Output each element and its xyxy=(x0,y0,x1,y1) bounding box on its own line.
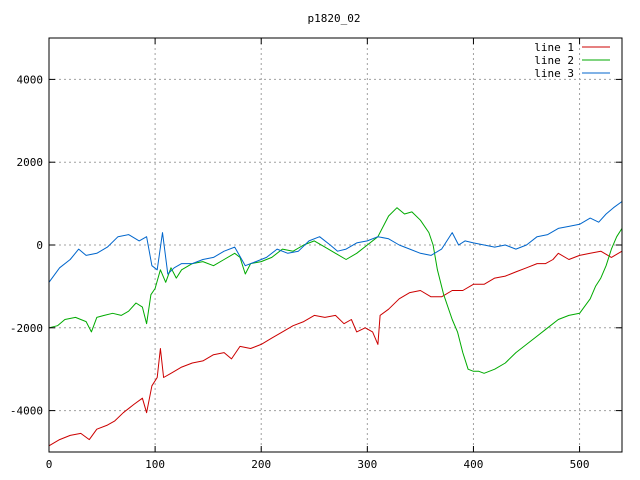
x-tick-label: 500 xyxy=(570,458,590,471)
x-axis-ticks: 0 100 200 300 400 500 xyxy=(46,38,590,471)
y-axis-ticks: -4000 -2000 0 2000 4000 xyxy=(10,73,622,418)
y-tick-label: -4000 xyxy=(10,405,43,418)
legend-label: line 2 xyxy=(534,54,574,67)
legend-label: line 1 xyxy=(534,41,574,54)
y-tick-label: 0 xyxy=(36,239,43,252)
x-tick-label: 300 xyxy=(357,458,377,471)
y-tick-label: -2000 xyxy=(10,322,43,335)
chart-title: p1820_02 xyxy=(308,12,361,25)
grid-lines xyxy=(49,38,622,452)
x-tick-label: 0 xyxy=(46,458,53,471)
x-tick-label: 200 xyxy=(251,458,271,471)
series-line-1 xyxy=(48,250,623,447)
series-line-3 xyxy=(48,201,623,283)
y-tick-label: 2000 xyxy=(17,156,44,169)
x-tick-label: 400 xyxy=(464,458,484,471)
series-line-2 xyxy=(48,207,623,374)
series-lines xyxy=(48,201,623,447)
x-tick-label: 100 xyxy=(145,458,165,471)
y-tick-label: 4000 xyxy=(17,73,44,86)
legend-label: line 3 xyxy=(534,67,574,80)
